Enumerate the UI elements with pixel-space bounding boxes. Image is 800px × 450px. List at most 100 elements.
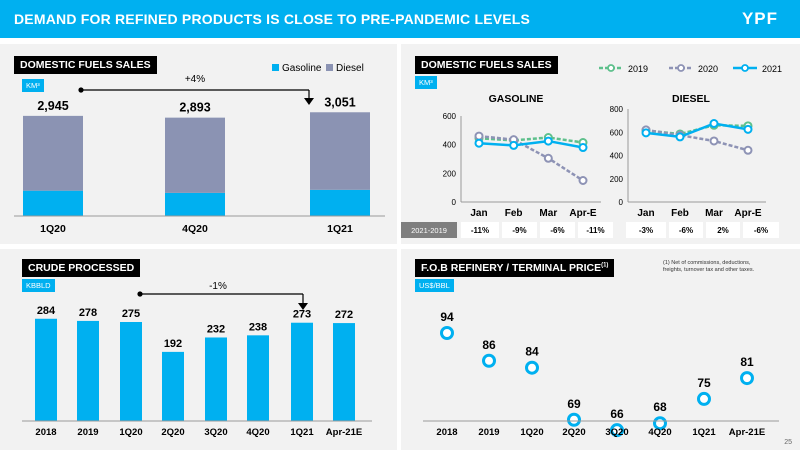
bar-value-label: 278 bbox=[79, 307, 97, 319]
stacked-bar-chart: Gasoline Diesel +4% 2,945 1Q20 2,893 4Q20 3,051… bbox=[14, 63, 385, 235]
bar-diesel bbox=[23, 115, 83, 191]
bar-value-label: 192 bbox=[164, 338, 182, 350]
footnote: (1) Net of commissions, deductions, freig… bbox=[663, 260, 755, 273]
monthly-line-charts: 2019 2020 2021 GASOLINE 0 200 400 600 Jan Feb Mar A… bbox=[401, 64, 782, 238]
panel-title: CRUDE PROCESSED bbox=[22, 259, 141, 277]
x-tick-label: 2Q20 bbox=[161, 427, 184, 438]
growth-label: -1% bbox=[209, 281, 227, 292]
legend-marker-2019 bbox=[607, 64, 615, 72]
x-tick-label: Feb bbox=[671, 208, 689, 219]
x-tick-label: 4Q20 bbox=[182, 223, 208, 235]
crude-processed-panel: CRUDE PROCESSED KBBLD -1% 284 2018 278 2019 2… bbox=[0, 249, 397, 450]
x-tick-label: 3Q20 bbox=[605, 427, 628, 438]
unit-badge: KM³ bbox=[415, 76, 437, 89]
x-tick-label: 1Q20 bbox=[119, 427, 142, 438]
x-tick-label: 2019 bbox=[77, 427, 98, 438]
y-tick-label: 800 bbox=[610, 105, 624, 114]
panel-title: DOMESTIC FUELS SALES bbox=[415, 56, 558, 74]
bar-value-label: 232 bbox=[207, 323, 225, 335]
bar-gasoline bbox=[23, 190, 83, 216]
price-value-label: 68 bbox=[653, 400, 667, 414]
growth-arrow-head bbox=[298, 303, 308, 310]
series-point-2020 bbox=[578, 176, 588, 185]
x-tick-label: 4Q20 bbox=[246, 427, 269, 438]
x-tick-label: Apr-21E bbox=[729, 427, 765, 438]
y-tick-label: 0 bbox=[452, 198, 457, 207]
x-tick-label: 4Q20 bbox=[648, 427, 671, 438]
variation-cell bbox=[461, 222, 499, 238]
unit-badge: KM³ bbox=[22, 79, 44, 92]
bar-diesel bbox=[165, 117, 225, 193]
x-tick-label: 1Q21 bbox=[327, 223, 353, 235]
bar-value-label: 275 bbox=[122, 308, 140, 320]
series-point-2021 bbox=[578, 143, 588, 153]
line-chart-title: DIESEL bbox=[672, 93, 711, 105]
series-point-2020 bbox=[743, 145, 753, 155]
price-value-label: 86 bbox=[482, 338, 496, 352]
variation-cell bbox=[540, 222, 575, 238]
domestic-fuel-sales-panel: DOMESTIC FUELS SALES KM³ Gasoline Diesel +… bbox=[0, 44, 397, 244]
legend-label-2021: 2021 bbox=[762, 64, 782, 74]
variation-cell bbox=[706, 222, 740, 238]
variation-value: -11% bbox=[586, 226, 604, 235]
x-tick-label: Jan bbox=[470, 208, 487, 219]
series-point-2021 bbox=[743, 124, 753, 134]
x-tick-label: Jan bbox=[637, 208, 654, 219]
y-tick-label: 600 bbox=[443, 112, 457, 121]
x-tick-label: Apr-E bbox=[569, 208, 597, 219]
price-point bbox=[440, 326, 454, 340]
series-point-2021 bbox=[675, 132, 685, 142]
fob-price-panel: F.O.B REFINERY / TERMINAL PRICE(1) US$/B… bbox=[401, 249, 800, 450]
variation-value: 2% bbox=[717, 226, 729, 235]
variation-value: -6% bbox=[550, 226, 564, 235]
variation-value: -9% bbox=[512, 226, 526, 235]
series-point-2021 bbox=[474, 138, 484, 148]
crude-bar bbox=[120, 322, 142, 421]
legend-gasoline-label: Gasoline bbox=[282, 63, 322, 74]
series-point-2021 bbox=[509, 140, 519, 150]
y-tick-label: 200 bbox=[610, 175, 624, 184]
x-tick-label: Mar bbox=[705, 208, 723, 219]
y-tick-label: 600 bbox=[610, 128, 624, 137]
monthly-fuel-sales-panel: DOMESTIC FUELS SALES KM³ 2019 2020 2021 GAS… bbox=[401, 44, 800, 244]
growth-arrow-start bbox=[78, 87, 84, 93]
price-point bbox=[610, 423, 624, 438]
panel-title: DOMESTIC FUELS SALES bbox=[14, 56, 157, 74]
price-dot-chart: 94 2018 86 2019 84 1Q20 69 2Q20 66 3Q20 68 4Q20 75 1Q… bbox=[423, 310, 779, 438]
x-tick-label: 3Q20 bbox=[204, 427, 227, 438]
price-point bbox=[697, 391, 711, 406]
crude-bar bbox=[162, 351, 184, 421]
x-tick-label: Apr-E bbox=[734, 208, 762, 219]
crude-bar bbox=[247, 335, 269, 421]
y-tick-label: 0 bbox=[619, 198, 624, 207]
series-line-2021 bbox=[478, 139, 584, 149]
price-point bbox=[567, 412, 581, 427]
variation-value: -6% bbox=[679, 226, 693, 235]
bar-diesel bbox=[310, 112, 370, 190]
variation-cell bbox=[669, 222, 703, 238]
bar-value-label: 238 bbox=[249, 321, 267, 333]
variation-value: -3% bbox=[639, 226, 653, 235]
x-tick-label: Mar bbox=[539, 208, 557, 219]
variation-value: -11% bbox=[471, 226, 489, 235]
series-line-2020 bbox=[478, 134, 584, 182]
variation-cell bbox=[578, 222, 613, 238]
bar-value-label: 284 bbox=[37, 305, 56, 317]
panel-title: F.O.B REFINERY / TERMINAL PRICE(1) bbox=[415, 259, 615, 277]
crude-bar bbox=[35, 318, 57, 421]
header-bar: DEMAND FOR REFINED PRODUCTS IS CLOSE TO … bbox=[0, 0, 800, 38]
price-value-label: 69 bbox=[567, 397, 581, 411]
variation-row-label-bg bbox=[401, 222, 457, 238]
price-point bbox=[482, 353, 496, 368]
x-tick-label: 2018 bbox=[436, 427, 457, 438]
variation-cell bbox=[743, 222, 779, 238]
x-tick-label: 2018 bbox=[35, 427, 56, 438]
crude-bar bbox=[291, 322, 313, 421]
legend-marker-2021 bbox=[741, 64, 749, 72]
price-point bbox=[525, 360, 539, 375]
legend-gasoline-swatch bbox=[272, 64, 279, 71]
x-tick-label: 2Q20 bbox=[562, 427, 585, 438]
legend-marker-2020 bbox=[677, 64, 685, 72]
bar-total-label: 2,893 bbox=[179, 101, 210, 115]
bar-value-label: 272 bbox=[335, 309, 353, 321]
